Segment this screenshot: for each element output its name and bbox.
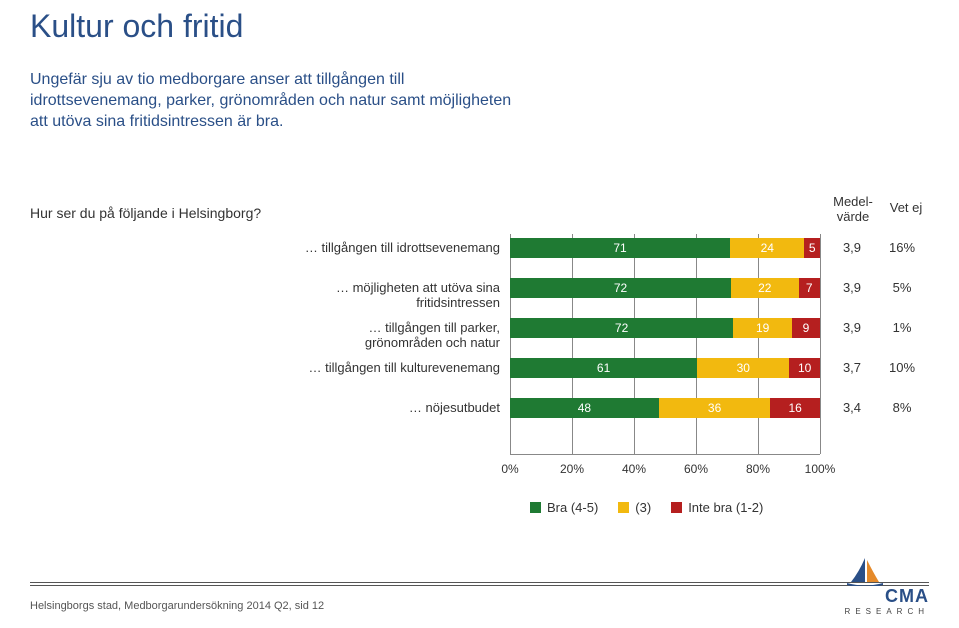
row-label: … tillgången till parker, grönområden oc… — [300, 320, 500, 350]
row-vetej: 8% — [882, 400, 922, 415]
bar-segment-mid: 19 — [733, 318, 792, 338]
chart-row: … tillgången till kulturevenemang6130103… — [300, 354, 930, 394]
row-label: … nöjesutbudet — [300, 400, 500, 415]
page-subtitle: Ungefär sju av tio medborgare anser att … — [30, 70, 530, 132]
legend-swatch — [618, 502, 629, 513]
row-vetej: 16% — [882, 240, 922, 255]
legend-item: Inte bra (1-2) — [671, 500, 763, 515]
footer-divider — [30, 582, 929, 586]
legend-label: Inte bra (1-2) — [688, 500, 763, 515]
x-tick-label: 100% — [805, 462, 836, 476]
row-vetej: 10% — [882, 360, 922, 375]
bar-segment-mid: 24 — [730, 238, 804, 258]
legend-swatch — [671, 502, 682, 513]
row-vetej: 1% — [882, 320, 922, 335]
row-medel: 3,9 — [832, 280, 872, 295]
row-medel: 3,9 — [832, 240, 872, 255]
stacked-bar: 71245 — [510, 238, 820, 258]
row-vetej: 5% — [882, 280, 922, 295]
bar-segment-mid: 30 — [697, 358, 789, 378]
header-vetej: Vet ej — [882, 200, 930, 215]
chart-container: Medel-värde Vet ej 0%20%40%60%80%100% … … — [300, 190, 930, 470]
bar-segment-bra: 72 — [510, 278, 731, 298]
bar-segment-bra: 72 — [510, 318, 733, 338]
row-medel: 3,7 — [832, 360, 872, 375]
bar-segment-bra: 71 — [510, 238, 730, 258]
x-tick-label: 40% — [622, 462, 646, 476]
chart-row: … möjligheten att utöva sina fritidsintr… — [300, 274, 930, 314]
logo-text-cma: CMA — [845, 586, 929, 607]
legend-item: (3) — [618, 500, 651, 515]
x-tick-label: 20% — [560, 462, 584, 476]
bar-segment-mid: 36 — [659, 398, 771, 418]
bar-segment-bra: 48 — [510, 398, 659, 418]
chart-row: … tillgången till idrottsevenemang712453… — [300, 234, 930, 274]
header-medel: Medel-värde — [828, 194, 878, 224]
x-tick-label: 0% — [501, 462, 518, 476]
cma-logo: CMA RESEARCH — [845, 558, 929, 616]
stacked-bar: 613010 — [510, 358, 820, 378]
bar-segment-mid: 22 — [731, 278, 799, 298]
legend-swatch — [530, 502, 541, 513]
stacked-bar: 483616 — [510, 398, 820, 418]
legend-label: Bra (4-5) — [547, 500, 598, 515]
chart-row: … nöjesutbudet 483616 3,4 8% — [300, 394, 930, 434]
bar-segment-inte: 16 — [770, 398, 820, 418]
bar-segment-inte: 9 — [792, 318, 820, 338]
bar-segment-inte: 7 — [799, 278, 820, 298]
sail-icon — [845, 558, 885, 586]
row-label: … tillgången till kulturevenemang — [300, 360, 500, 375]
x-tick-label: 80% — [746, 462, 770, 476]
row-medel: 3,4 — [832, 400, 872, 415]
footer-text: Helsingborgs stad, Medborgarundersökning… — [30, 600, 324, 612]
chart-legend: Bra (4-5) (3) Inte bra (1-2) — [530, 500, 763, 515]
bar-segment-inte: 10 — [789, 358, 820, 378]
stacked-bar: 72199 — [510, 318, 820, 338]
logo-text-research: RESEARCH — [845, 607, 929, 616]
row-label: … möjligheten att utöva sina fritidsintr… — [300, 280, 500, 310]
page-title: Kultur och fritid — [30, 8, 243, 45]
row-medel: 3,9 — [832, 320, 872, 335]
bar-segment-bra: 61 — [510, 358, 697, 378]
question-text: Hur ser du på följande i Helsingborg? — [30, 205, 261, 221]
legend-item: Bra (4-5) — [530, 500, 598, 515]
legend-label: (3) — [635, 500, 651, 515]
chart-row: … tillgången till parker, grönområden oc… — [300, 314, 930, 354]
bar-segment-inte: 5 — [804, 238, 820, 258]
stacked-bar: 72227 — [510, 278, 820, 298]
x-tick-label: 60% — [684, 462, 708, 476]
row-label: … tillgången till idrottsevenemang — [300, 240, 500, 255]
